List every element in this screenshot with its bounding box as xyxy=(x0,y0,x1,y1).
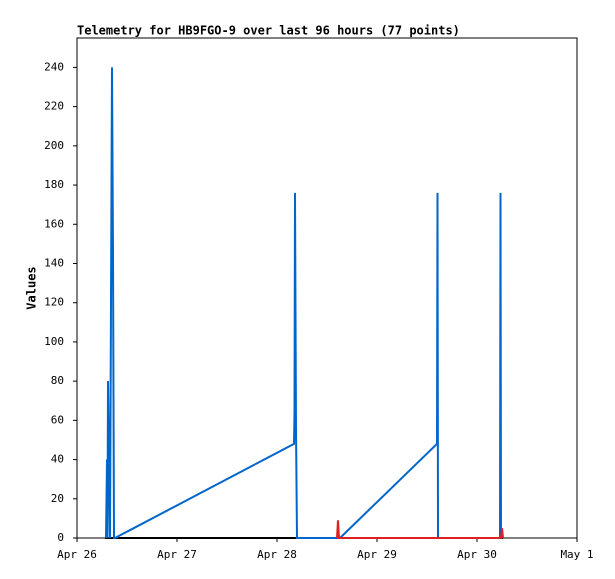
y-tick-label: 40 xyxy=(51,453,64,466)
series-line xyxy=(105,67,502,539)
chart-title: Telemetry for HB9FGO-9 over last 96 hour… xyxy=(77,24,460,38)
x-tick-label: Apr 27 xyxy=(157,548,197,561)
y-tick-label: 100 xyxy=(44,335,64,348)
y-tick-label: 80 xyxy=(51,374,64,387)
y-tick-label: 220 xyxy=(44,100,64,113)
x-tick-label: May 1 xyxy=(560,548,593,561)
x-tick-label: Apr 26 xyxy=(57,548,97,561)
y-tick-label: 0 xyxy=(57,531,64,544)
y-tick-label: 240 xyxy=(44,60,64,73)
y-tick-label: 200 xyxy=(44,139,64,152)
y-axis-label: Values xyxy=(25,266,39,309)
y-tick-label: 140 xyxy=(44,256,64,269)
y-tick-label: 160 xyxy=(44,217,64,230)
plot-frame xyxy=(76,37,578,539)
x-tick-label: Apr 28 xyxy=(257,548,297,561)
x-tick-label: Apr 30 xyxy=(457,548,497,561)
series-line xyxy=(336,520,504,539)
x-tick-label: Apr 29 xyxy=(357,548,397,561)
y-tick-label: 180 xyxy=(44,178,64,191)
y-tick-label: 120 xyxy=(44,296,64,309)
y-tick-label: 20 xyxy=(51,492,64,505)
y-tick-label: 60 xyxy=(51,413,64,426)
